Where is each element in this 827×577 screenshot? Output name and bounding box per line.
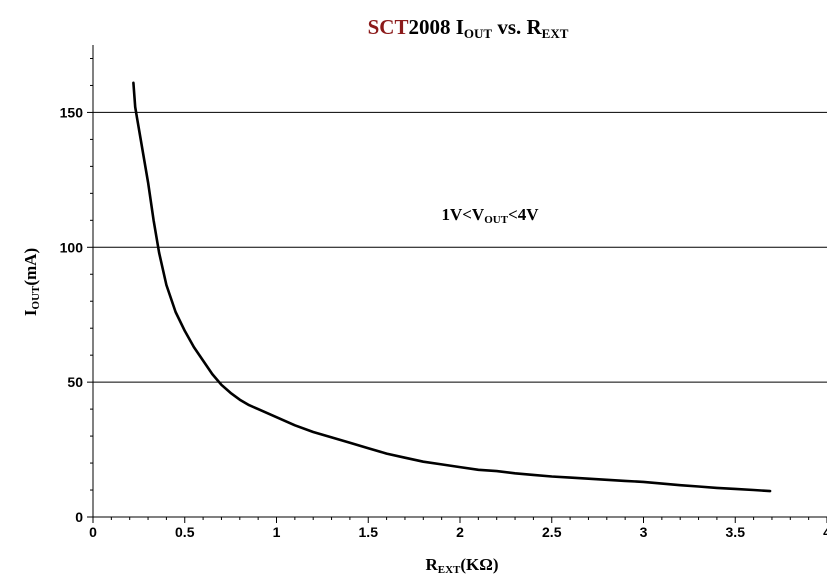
x-tick-label-2: 1 [273, 524, 281, 540]
annotation-post: <4V [508, 205, 539, 224]
annotation-sub: OUT [484, 214, 509, 226]
x-tick-label-3: 1.5 [359, 524, 379, 540]
x-tick-label-1: 0.5 [175, 524, 195, 540]
title-brand: SCT [368, 15, 409, 39]
x-axis-label: REXT(KΩ) [425, 555, 498, 576]
x-tick-label-6: 3 [640, 524, 648, 540]
x-tick-labels: 0 0.5 1 1.5 2 2.5 3 3.5 4 [89, 524, 827, 540]
y-axis-label: IOUT(mA) [21, 248, 42, 316]
xlabel-sub: EXT [438, 564, 461, 576]
series-line-iout [132, 81, 772, 493]
annotation-pre: 1V<V [441, 205, 484, 224]
chart-title: SCT2008 IOUT vs. REXT [368, 15, 569, 41]
xlabel-main: R [425, 555, 438, 574]
x-tick-label-0: 0 [89, 524, 97, 540]
title-middle: vs. [492, 15, 526, 39]
title-x-sub: EXT [542, 26, 569, 41]
title-y-main: I [456, 15, 464, 39]
ylabel-sub: OUT [30, 285, 42, 310]
y-tick-label-1: 50 [67, 374, 83, 390]
condition-annotation: 1V<VOUT<4V [441, 205, 539, 226]
gridlines [93, 111, 827, 383]
x-tick-label-8: 4 [823, 524, 827, 540]
x-tick-label-7: 3.5 [726, 524, 746, 540]
ylabel-unit: (mA) [21, 248, 40, 286]
title-x-main: R [527, 15, 543, 39]
ylabel-main: I [21, 309, 40, 316]
y-tick-labels: 0 50 100 150 [60, 104, 84, 525]
axes [87, 45, 827, 523]
y-tick-label-3: 150 [60, 104, 84, 120]
title-model: 2008 [408, 15, 455, 39]
title-y-sub: OUT [464, 26, 493, 41]
x-tick-label-4: 2 [456, 524, 464, 540]
y-tick-label-2: 100 [60, 239, 84, 255]
y-tick-label-0: 0 [75, 509, 83, 525]
xlabel-unit: (KΩ) [460, 555, 498, 574]
x-tick-label-5: 2.5 [542, 524, 562, 540]
